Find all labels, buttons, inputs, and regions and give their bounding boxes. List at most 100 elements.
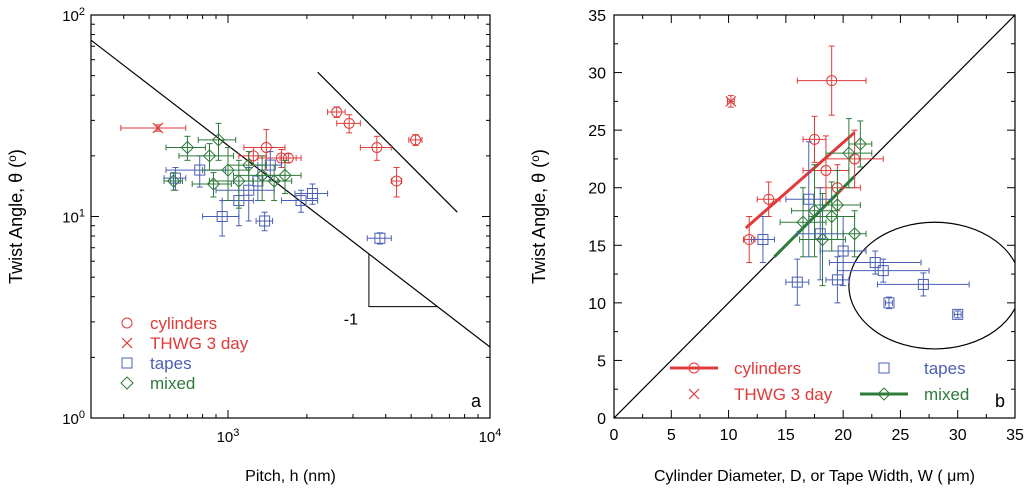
data-point-circle: [809, 133, 820, 145]
data-point-diamond: [267, 174, 281, 188]
data-point-diamond: [221, 163, 235, 177]
data-point-diamond: [202, 149, 217, 163]
data-point-square: [952, 308, 964, 320]
error-bar: [756, 181, 781, 217]
error-bar: [280, 189, 319, 213]
panel-label: b: [995, 391, 1005, 411]
error-bar: [877, 272, 970, 297]
legend: cylinders THWG 3 day tapes mixed: [670, 359, 969, 404]
tick-label: 35: [588, 8, 606, 25]
error-bar: [796, 45, 867, 116]
error-bar: [202, 200, 240, 237]
data-point-diamond: [278, 168, 292, 183]
legend-marker-square: [121, 357, 133, 369]
error-bar: [842, 210, 867, 258]
error-bar: [750, 216, 775, 264]
tick-label: 100: [62, 409, 85, 428]
series-cylinders: [742, 45, 884, 264]
legend-label: tapes: [924, 359, 966, 378]
tick-label: 15: [588, 238, 606, 255]
data-point-circle: [826, 75, 838, 87]
legend-label: cylinders: [150, 314, 217, 333]
tick-label: 101: [62, 208, 85, 227]
error-bar: [197, 122, 237, 161]
series-thwg-3-day: [120, 122, 187, 134]
slope-triangle: [368, 253, 438, 308]
error-bar: [327, 106, 346, 118]
data-point-square: [883, 297, 895, 309]
legend-label: THWG 3 day: [734, 385, 833, 404]
highlight-ellipse: [848, 221, 1015, 350]
data-point-x: [152, 122, 164, 134]
error-bar: [120, 124, 187, 132]
series-mixed: [779, 118, 873, 287]
legend-label: mixed: [924, 385, 969, 404]
tick-label: 35: [1006, 427, 1024, 444]
legend-marker-square: [878, 362, 890, 374]
data-point-circle: [391, 175, 403, 187]
legend-marker-diamond: [120, 376, 134, 390]
legend-marker-circle: [121, 317, 133, 329]
tick-label: 102: [62, 6, 85, 25]
data-point-circle: [331, 106, 343, 118]
data-point-square: [869, 257, 881, 269]
data-point-circle: [820, 164, 832, 176]
data-point-diamond: [211, 133, 226, 147]
data-point-circle: [410, 134, 422, 146]
panel-a: -1 103 104 100 101 102 Pitch, h (nm) Twist Angl…: [5, 6, 501, 485]
legend-marker-circle: [688, 362, 700, 374]
tick-label: 20: [588, 181, 606, 198]
data-point-circle: [763, 193, 775, 205]
x-axis-label: Cylinder Diameter, D, or Tape Width, W (…: [654, 468, 975, 485]
tick-label: 104: [479, 427, 502, 446]
tick-label: 30: [588, 66, 606, 83]
fit-line: [91, 39, 490, 348]
data-point-square: [837, 245, 849, 257]
data-point-circle: [371, 142, 383, 154]
tick-label: 25: [588, 123, 606, 140]
legend-label: tapes: [150, 354, 192, 373]
error-bar: [819, 216, 867, 287]
y-axis-label: Twist Angle, θ (o): [528, 149, 549, 284]
legend-marker-diamond: [877, 387, 891, 401]
error-bar: [825, 129, 884, 189]
data-point-circle: [260, 142, 272, 154]
plot-area: [614, 15, 1015, 418]
fit-line: [744, 131, 856, 230]
error-bar: [836, 258, 930, 283]
error-bar: [785, 258, 810, 306]
tick-label: 10: [720, 427, 738, 444]
tick-label: 103: [217, 427, 240, 446]
data-point-diamond: [847, 227, 862, 241]
data-point-square: [877, 265, 889, 277]
data-point-square: [259, 215, 271, 227]
data-point-circle: [282, 152, 294, 164]
data-point-diamond: [824, 209, 839, 224]
panel-label: a: [471, 391, 482, 411]
data-point-x: [725, 95, 737, 107]
error-bar: [191, 172, 232, 198]
legend-label: mixed: [150, 374, 195, 393]
error-bar: [785, 141, 833, 258]
data-point-diamond: [842, 146, 856, 160]
data-point-diamond: [206, 177, 221, 191]
data-point-circle: [343, 117, 355, 129]
data-point-diamond: [232, 174, 246, 188]
x-axis-label: Pitch, h (nm): [245, 468, 336, 485]
data-point-diamond: [830, 198, 845, 212]
data-point-square: [791, 276, 803, 288]
error-bar: [825, 118, 873, 189]
error-bar: [390, 167, 403, 198]
tick-label: 30: [949, 427, 967, 444]
tick-label: 0: [597, 411, 606, 428]
tick-label: 10: [588, 296, 606, 313]
error-bar: [336, 114, 361, 134]
data-point-diamond: [166, 174, 181, 188]
error-bar: [953, 310, 962, 319]
data-point-square: [831, 274, 843, 286]
data-point-diamond: [796, 215, 810, 229]
series-thwg-3-day: [725, 95, 737, 108]
fit-line: [317, 71, 458, 213]
legend-marker-x: [688, 388, 700, 400]
